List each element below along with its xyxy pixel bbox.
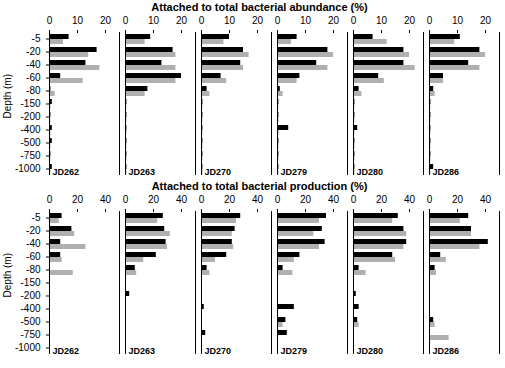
svg-text:0: 0: [199, 15, 205, 26]
svg-text:20: 20: [452, 194, 464, 205]
svg-text:0: 0: [427, 15, 433, 26]
svg-text:JD280: JD280: [357, 346, 384, 356]
svg-text:-40: -40: [26, 238, 41, 249]
svg-text:20: 20: [300, 194, 312, 205]
svg-text:JD262: JD262: [53, 346, 80, 356]
svg-text:-60: -60: [26, 251, 41, 262]
svg-text:0: 0: [47, 15, 53, 26]
svg-text:10: 10: [376, 15, 388, 26]
svg-text:40: 40: [404, 194, 416, 205]
svg-text:-750: -750: [20, 150, 40, 161]
svg-text:JD280: JD280: [357, 167, 384, 177]
svg-text:JD263: JD263: [129, 167, 156, 177]
svg-text:40: 40: [328, 194, 340, 205]
svg-text:JD270: JD270: [205, 167, 232, 177]
svg-text:20: 20: [72, 194, 84, 205]
svg-text:JD270: JD270: [205, 346, 232, 356]
svg-text:40: 40: [176, 194, 188, 205]
svg-text:0: 0: [427, 194, 433, 205]
svg-text:40: 40: [100, 194, 112, 205]
svg-text:0: 0: [199, 194, 205, 205]
svg-text:-500: -500: [20, 137, 40, 148]
svg-text:-80: -80: [26, 264, 41, 275]
svg-text:-1000: -1000: [15, 342, 41, 353]
svg-text:-400: -400: [20, 303, 40, 314]
svg-text:10: 10: [148, 15, 160, 26]
svg-text:0: 0: [47, 194, 53, 205]
svg-text:0: 0: [275, 194, 281, 205]
svg-text:20: 20: [328, 15, 340, 26]
svg-text:20: 20: [176, 15, 188, 26]
svg-text:20: 20: [148, 194, 160, 205]
svg-text:-80: -80: [26, 85, 41, 96]
svg-text:20: 20: [480, 15, 492, 26]
svg-text:-20: -20: [26, 46, 41, 57]
svg-text:20: 20: [224, 194, 236, 205]
svg-text:0: 0: [351, 194, 357, 205]
svg-text:20: 20: [404, 15, 416, 26]
svg-text:-150: -150: [20, 98, 40, 109]
svg-text:-400: -400: [20, 124, 40, 135]
svg-text:-150: -150: [20, 277, 40, 288]
svg-text:40: 40: [252, 194, 264, 205]
svg-text:40: 40: [480, 194, 492, 205]
html-text:Depth (m): Depth (m): [1, 74, 13, 119]
svg-text:0: 0: [351, 15, 357, 26]
html-text:Attached to total bacterial pr: Attached to total bacterial production (…: [151, 180, 368, 192]
svg-text:JD263: JD263: [129, 346, 156, 356]
svg-text:0: 0: [123, 15, 129, 26]
svg-text:10: 10: [300, 15, 312, 26]
svg-text:JD262: JD262: [53, 167, 80, 177]
svg-text:-200: -200: [20, 111, 40, 122]
svg-text:-200: -200: [20, 290, 40, 301]
svg-text:10: 10: [224, 15, 236, 26]
svg-text:20: 20: [252, 15, 264, 26]
svg-text:-20: -20: [26, 225, 41, 236]
svg-text:0: 0: [275, 15, 281, 26]
svg-text:0: 0: [123, 194, 129, 205]
svg-text:JD279: JD279: [281, 346, 308, 356]
svg-text:20: 20: [376, 194, 388, 205]
svg-text:-500: -500: [20, 316, 40, 327]
svg-text:20: 20: [100, 15, 112, 26]
svg-text:-1000: -1000: [15, 163, 41, 174]
svg-text:JD279: JD279: [281, 167, 308, 177]
svg-text:JD286: JD286: [433, 167, 460, 177]
svg-text:-60: -60: [26, 72, 41, 83]
svg-text:-5: -5: [32, 33, 41, 44]
svg-text:-40: -40: [26, 59, 41, 70]
svg-text:JD286: JD286: [433, 346, 460, 356]
html-text:Depth (m): Depth (m): [1, 253, 13, 298]
svg-text:10: 10: [452, 15, 464, 26]
svg-text:-5: -5: [32, 212, 41, 223]
svg-text:10: 10: [72, 15, 84, 26]
svg-text:-750: -750: [20, 329, 40, 340]
html-text:Attached to total bacterial ab: Attached to total bacterial abundance (%…: [151, 1, 368, 13]
